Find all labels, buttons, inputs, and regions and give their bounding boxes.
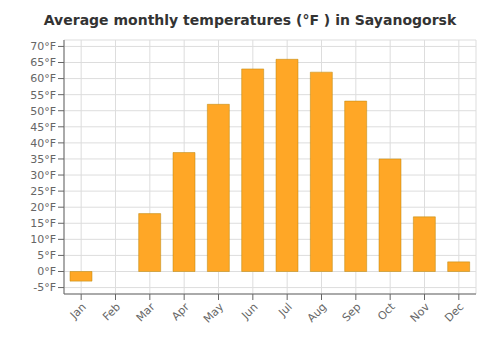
svg-text:Sep: Sep (340, 300, 364, 324)
svg-text:45°F: 45°F (30, 121, 56, 134)
svg-text:Aug: Aug (305, 300, 329, 324)
svg-text:May: May (201, 300, 227, 326)
svg-text:70°F: 70°F (30, 40, 56, 53)
svg-text:20°F: 20°F (30, 201, 56, 214)
svg-text:Dec: Dec (442, 300, 466, 324)
svg-text:0°F: 0°F (37, 265, 56, 278)
svg-text:65°F: 65°F (30, 56, 56, 69)
svg-text:-5°F: -5°F (33, 281, 56, 294)
svg-text:Feb: Feb (100, 300, 123, 323)
svg-text:55°F: 55°F (30, 89, 56, 102)
svg-text:50°F: 50°F (30, 105, 56, 118)
html-text:Average monthly temperatures (: Average monthly temperatures (°F ) in Sa… (43, 12, 457, 28)
svg-text:5°F: 5°F (37, 249, 56, 262)
svg-text:25°F: 25°F (30, 185, 56, 198)
svg-text:Jul: Jul (276, 300, 295, 319)
svg-text:15°F: 15°F (30, 217, 56, 230)
svg-text:Nov: Nov (408, 300, 433, 325)
svg-text:60°F: 60°F (30, 72, 56, 85)
svg-text:Apr: Apr (169, 300, 192, 323)
svg-text:35°F: 35°F (30, 153, 56, 166)
svg-text:Mar: Mar (134, 300, 158, 324)
svg-text:30°F: 30°F (30, 169, 56, 182)
svg-text:Oct: Oct (375, 300, 398, 323)
svg-text:Jan: Jan (67, 300, 89, 322)
svg-text:40°F: 40°F (30, 137, 56, 150)
svg-text:10°F: 10°F (30, 233, 56, 246)
svg-text:Jun: Jun (238, 300, 260, 322)
